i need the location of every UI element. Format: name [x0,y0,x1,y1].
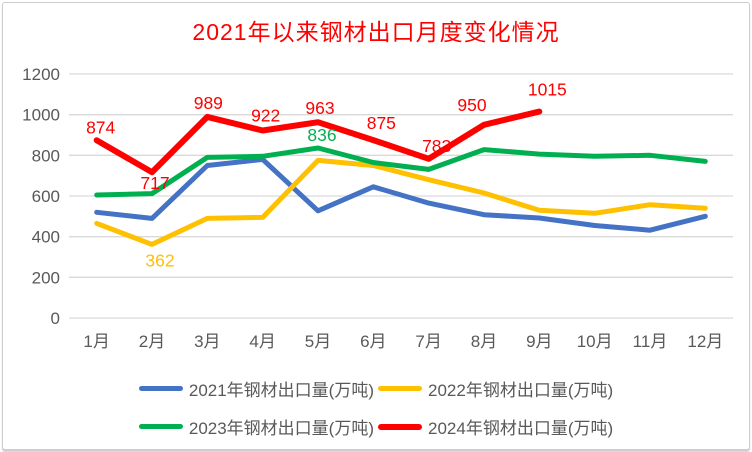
legend-marker-2023 [138,424,183,429]
plot-area: 0 200 400 600 800 1000 1200 1月 2月 3月 4月 5月 6月 7月 8月 9月 1… [22,65,733,351]
x-axis-tick-label: 8月 [471,332,497,351]
data-label: 783 [422,136,451,156]
x-axis-tick-label: 3月 [194,332,220,351]
series-line-2021年 [94,156,708,233]
legend-marker-2024 [378,423,422,430]
x-axis-tick-label: 11月 [633,332,668,351]
y-axis-tick-label: 0 [51,309,60,328]
x-axis-tick-label: 2月 [139,332,165,351]
legend-item-2021: 2021年钢材出口量(万吨) [138,376,374,401]
legend-label-2021: 2021年钢材出口量(万吨) [188,381,374,400]
legend-label-2024: 2024年钢材出口量(万吨) [428,419,614,438]
x-axis-tick-label: 5月 [305,332,331,351]
series-line-2023年 [94,145,708,198]
data-label: 963 [305,98,334,118]
chart-title: 2021年以来钢材出口月度变化情况 [192,19,560,45]
x-axis-tick-label: 1月 [83,332,109,351]
y-axis-tick-label: 400 [32,228,60,247]
legend-marker-2021 [138,386,183,391]
data-label: 1015 [528,80,567,100]
legend-row-1: 2021年钢材出口量(万吨) 2022年钢材出口量(万吨) [138,376,613,401]
data-label: 875 [367,113,396,133]
x-axis-tick-label: 12月 [687,332,723,351]
data-label: 950 [457,95,486,115]
y-axis-tick-label: 800 [32,146,60,165]
data-label: 874 [86,117,115,137]
legend-label-2022: 2022年钢材出口量(万吨) [428,381,614,400]
legend-item-2023: 2023年钢材出口量(万吨) [138,414,374,439]
legend-item-2022: 2022年钢材出口量(万吨) [378,376,613,401]
x-axis-tick-label: 6月 [360,332,386,351]
series-line-2022年 [94,157,708,247]
legend: 2021年钢材出口量(万吨) 2022年钢材出口量(万吨) 2023年钢材出口量… [0,376,752,439]
y-axis-tick-label: 1200 [22,65,60,84]
y-axis-tick-label: 200 [32,268,60,287]
x-axis-tick-label: 7月 [415,332,441,351]
data-label: 717 [140,173,169,193]
legend-item-2024: 2024年钢材出口量(万吨) [378,414,613,439]
legend-marker-2022 [378,386,422,391]
data-label: 922 [251,106,280,126]
data-label: 362 [145,250,174,270]
legend-label-2023: 2023年钢材出口量(万吨) [188,419,374,438]
data-label: 989 [194,93,223,113]
series-line-2024年 [93,108,543,176]
x-axis-tick-label: 10月 [577,332,613,351]
data-label: 836 [307,125,336,145]
y-axis-tick-label: 1000 [22,106,60,125]
y-axis-tick-label: 600 [32,187,60,206]
x-axis-tick-label: 9月 [526,332,552,351]
legend-row-2: 2023年钢材出口量(万吨) 2024年钢材出口量(万吨) [138,414,613,439]
x-axis-tick-label: 4月 [249,332,275,351]
